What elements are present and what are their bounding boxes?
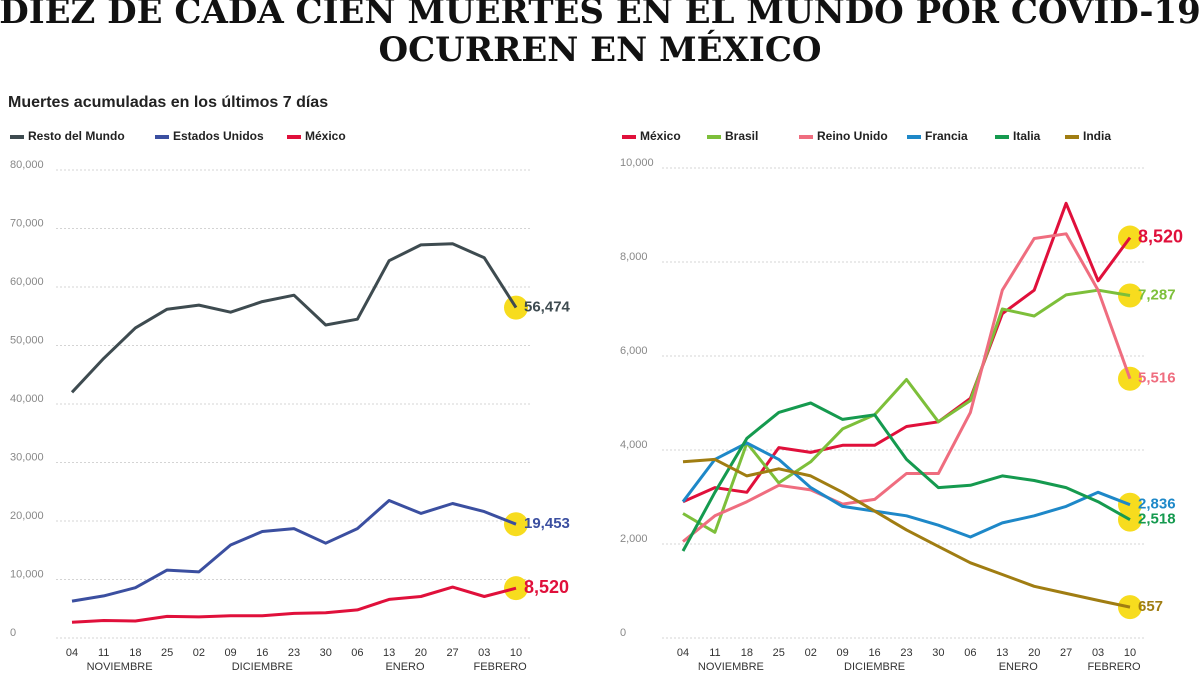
series-line bbox=[70, 242, 518, 394]
y-tick-label: 20,000 bbox=[10, 510, 44, 522]
subtitle: Muertes acumuladas en los últimos 7 días bbox=[8, 94, 328, 111]
x-tick-label: 30 bbox=[932, 647, 944, 659]
x-tick-label: 23 bbox=[288, 647, 300, 659]
highlight-dot bbox=[1118, 595, 1142, 620]
value-label: 2,518 bbox=[1138, 511, 1176, 528]
month-label: ENERO bbox=[999, 661, 1039, 673]
y-tick-label: 30,000 bbox=[10, 451, 44, 463]
title-line: OCURREN EN MÉXICO bbox=[378, 29, 821, 70]
month-label: FEBRERO bbox=[474, 661, 528, 673]
x-tick-label: 11 bbox=[709, 647, 720, 659]
x-tick-label: 16 bbox=[256, 647, 268, 659]
legend-label: Reino Unido bbox=[817, 129, 888, 143]
x-tick-label: 03 bbox=[478, 647, 490, 659]
month-label: DICIEMBRE bbox=[844, 661, 905, 673]
x-tick-label: 20 bbox=[1028, 647, 1040, 659]
y-tick-label: 0 bbox=[10, 627, 16, 639]
y-tick-label: 6,000 bbox=[620, 345, 648, 357]
legend-label: Estados Unidos bbox=[173, 129, 264, 143]
series-line bbox=[682, 288, 1131, 534]
x-tick-label: 11 bbox=[98, 647, 109, 659]
x-tick-label: 16 bbox=[868, 647, 880, 659]
series-line bbox=[71, 499, 517, 603]
month-label: NOVIEMBRE bbox=[87, 661, 153, 673]
x-tick-label: 30 bbox=[320, 647, 332, 659]
value-label: 5,516 bbox=[1138, 370, 1176, 387]
legend-label: Resto del Mundo bbox=[28, 129, 125, 143]
x-tick-label: 02 bbox=[805, 647, 817, 659]
y-tick-label: 80,000 bbox=[10, 159, 44, 171]
y-tick-label: 0 bbox=[620, 627, 626, 639]
y-tick-label: 10,000 bbox=[620, 157, 654, 169]
x-tick-label: 04 bbox=[677, 647, 689, 659]
x-tick-label: 02 bbox=[193, 647, 205, 659]
series-line bbox=[682, 457, 1131, 609]
x-tick-label: 23 bbox=[900, 647, 912, 659]
legend-label: India bbox=[1083, 129, 1111, 143]
x-tick-label: 27 bbox=[1060, 647, 1072, 659]
x-tick-label: 09 bbox=[837, 647, 849, 659]
y-tick-label: 4,000 bbox=[620, 439, 648, 451]
legend-label: Brasil bbox=[725, 129, 758, 143]
y-tick-label: 60,000 bbox=[10, 276, 44, 288]
highlight-dot bbox=[504, 295, 528, 320]
value-label: 8,520 bbox=[1138, 226, 1183, 246]
series-line bbox=[682, 201, 1132, 504]
value-label: 8,520 bbox=[524, 577, 569, 597]
value-label: 2,836 bbox=[1138, 496, 1176, 513]
x-tick-label: 10 bbox=[1124, 647, 1136, 659]
highlight-dot bbox=[1118, 366, 1142, 391]
x-tick-label: 04 bbox=[66, 647, 78, 659]
highlight-dot bbox=[504, 576, 528, 601]
series-line bbox=[71, 585, 517, 624]
x-tick-label: 06 bbox=[964, 647, 976, 659]
x-tick-label: 18 bbox=[741, 647, 753, 659]
x-tick-label: 20 bbox=[415, 647, 427, 659]
y-tick-label: 10,000 bbox=[10, 568, 44, 580]
x-tick-label: 25 bbox=[773, 647, 785, 659]
y-tick-label: 2,000 bbox=[620, 533, 648, 545]
series-line bbox=[681, 401, 1131, 552]
month-label: ENERO bbox=[385, 661, 425, 673]
value-label: 7,287 bbox=[1138, 286, 1176, 303]
x-tick-label: 10 bbox=[510, 647, 522, 659]
x-tick-label: 18 bbox=[129, 647, 141, 659]
legend-label: Francia bbox=[925, 129, 968, 143]
x-tick-label: 13 bbox=[996, 647, 1008, 659]
x-tick-label: 27 bbox=[446, 647, 458, 659]
legend-label: México bbox=[640, 129, 681, 143]
y-tick-label: 40,000 bbox=[10, 393, 44, 405]
legend-label: México bbox=[305, 129, 346, 143]
month-label: FEBRERO bbox=[1087, 661, 1141, 673]
y-tick-label: 50,000 bbox=[10, 334, 44, 346]
x-tick-label: 13 bbox=[383, 647, 395, 659]
value-label: 19,453 bbox=[524, 515, 570, 532]
legend-label: Italia bbox=[1013, 129, 1041, 143]
x-tick-label: 03 bbox=[1092, 647, 1104, 659]
month-label: DICIEMBRE bbox=[232, 661, 293, 673]
value-label: 56,474 bbox=[524, 299, 571, 316]
x-tick-label: 06 bbox=[351, 647, 363, 659]
series-line bbox=[681, 441, 1131, 539]
y-tick-label: 8,000 bbox=[620, 251, 648, 263]
series-line bbox=[682, 232, 1132, 543]
title-line: DIEZ DE CADA CIEN MUERTES EN EL MUNDO PO… bbox=[0, 0, 1200, 32]
highlight-dot bbox=[1118, 283, 1142, 308]
value-label: 657 bbox=[1138, 598, 1163, 615]
y-tick-label: 70,000 bbox=[10, 217, 44, 229]
month-label: NOVIEMBRE bbox=[698, 661, 764, 673]
x-tick-label: 09 bbox=[224, 647, 236, 659]
x-tick-label: 25 bbox=[161, 647, 173, 659]
